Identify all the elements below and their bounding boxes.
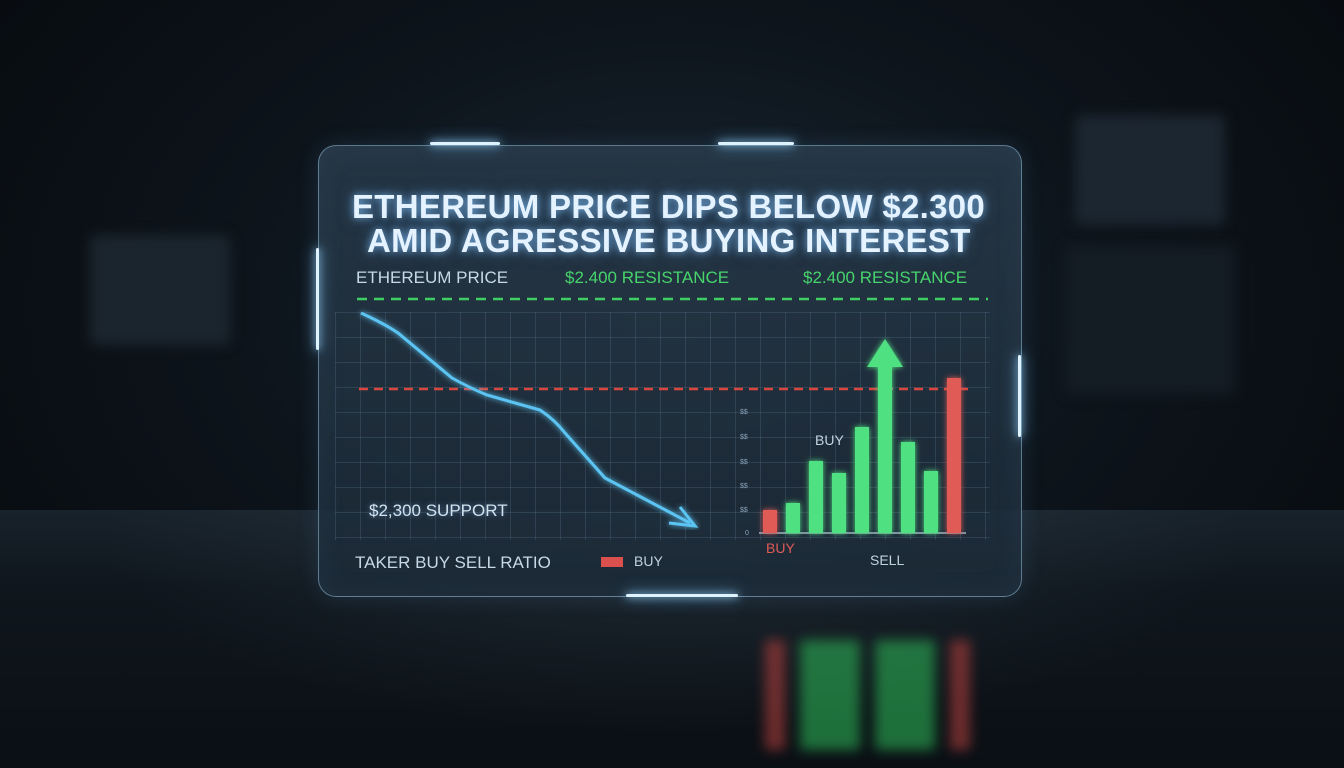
reflection-red [950, 640, 970, 750]
reflection-red [765, 640, 785, 750]
bar-buy-arrow [878, 366, 892, 533]
headline-line-2: AMID AGRESSIVE BUYING INTEREST [367, 222, 971, 259]
panel-glow-top-right [718, 142, 794, 145]
bar-buy [809, 461, 823, 533]
y-tick: $$ [740, 483, 748, 490]
headline-line-1: ETHEREUM PRICE DIPS BELOW $2.300 [352, 188, 986, 225]
y-tick: $$ [740, 434, 748, 441]
y-tick: $$ [740, 459, 748, 466]
legend-buy-label: BUY [634, 553, 663, 569]
background-block [1075, 115, 1225, 225]
background-block [90, 235, 230, 345]
bar-sell [947, 378, 961, 533]
panel-glow-right [1018, 355, 1021, 437]
reflection-green [800, 640, 860, 750]
resistance-label-1: $2.400 RESISTANCE [565, 268, 730, 287]
bar-buy [901, 442, 915, 533]
price-line [360, 311, 691, 525]
background-block [1065, 245, 1235, 395]
panel-glow-bottom [626, 594, 738, 597]
y-tick: $$ [740, 409, 748, 416]
price-label: ETHEREUM PRICE [356, 268, 509, 287]
axis-sell-label: SELL [870, 552, 905, 568]
resistance-label-2: $2.400 RESISTANCE [803, 268, 968, 287]
panel-glow-top-left [430, 142, 500, 145]
ratio-title: TAKER BUY SELL RATIO [355, 553, 551, 572]
bar-buy [786, 503, 800, 533]
support-label: $2,300 SUPPORT [369, 501, 508, 520]
panel-glow-left [316, 248, 319, 350]
reflection-green [875, 640, 935, 750]
legend-swatch-buy [601, 557, 623, 567]
y-tick: 0 [745, 530, 749, 537]
axis-buy-label: BUY [766, 540, 795, 556]
bar-sell [763, 510, 777, 533]
y-tick: $$ [740, 507, 748, 514]
price-arrow-head [668, 506, 699, 528]
bar-buy [832, 473, 846, 533]
up-arrow-icon [867, 339, 903, 367]
bar-buy-annotation: BUY [815, 432, 844, 448]
bar-buy [855, 427, 869, 533]
bar-buy [924, 471, 938, 533]
